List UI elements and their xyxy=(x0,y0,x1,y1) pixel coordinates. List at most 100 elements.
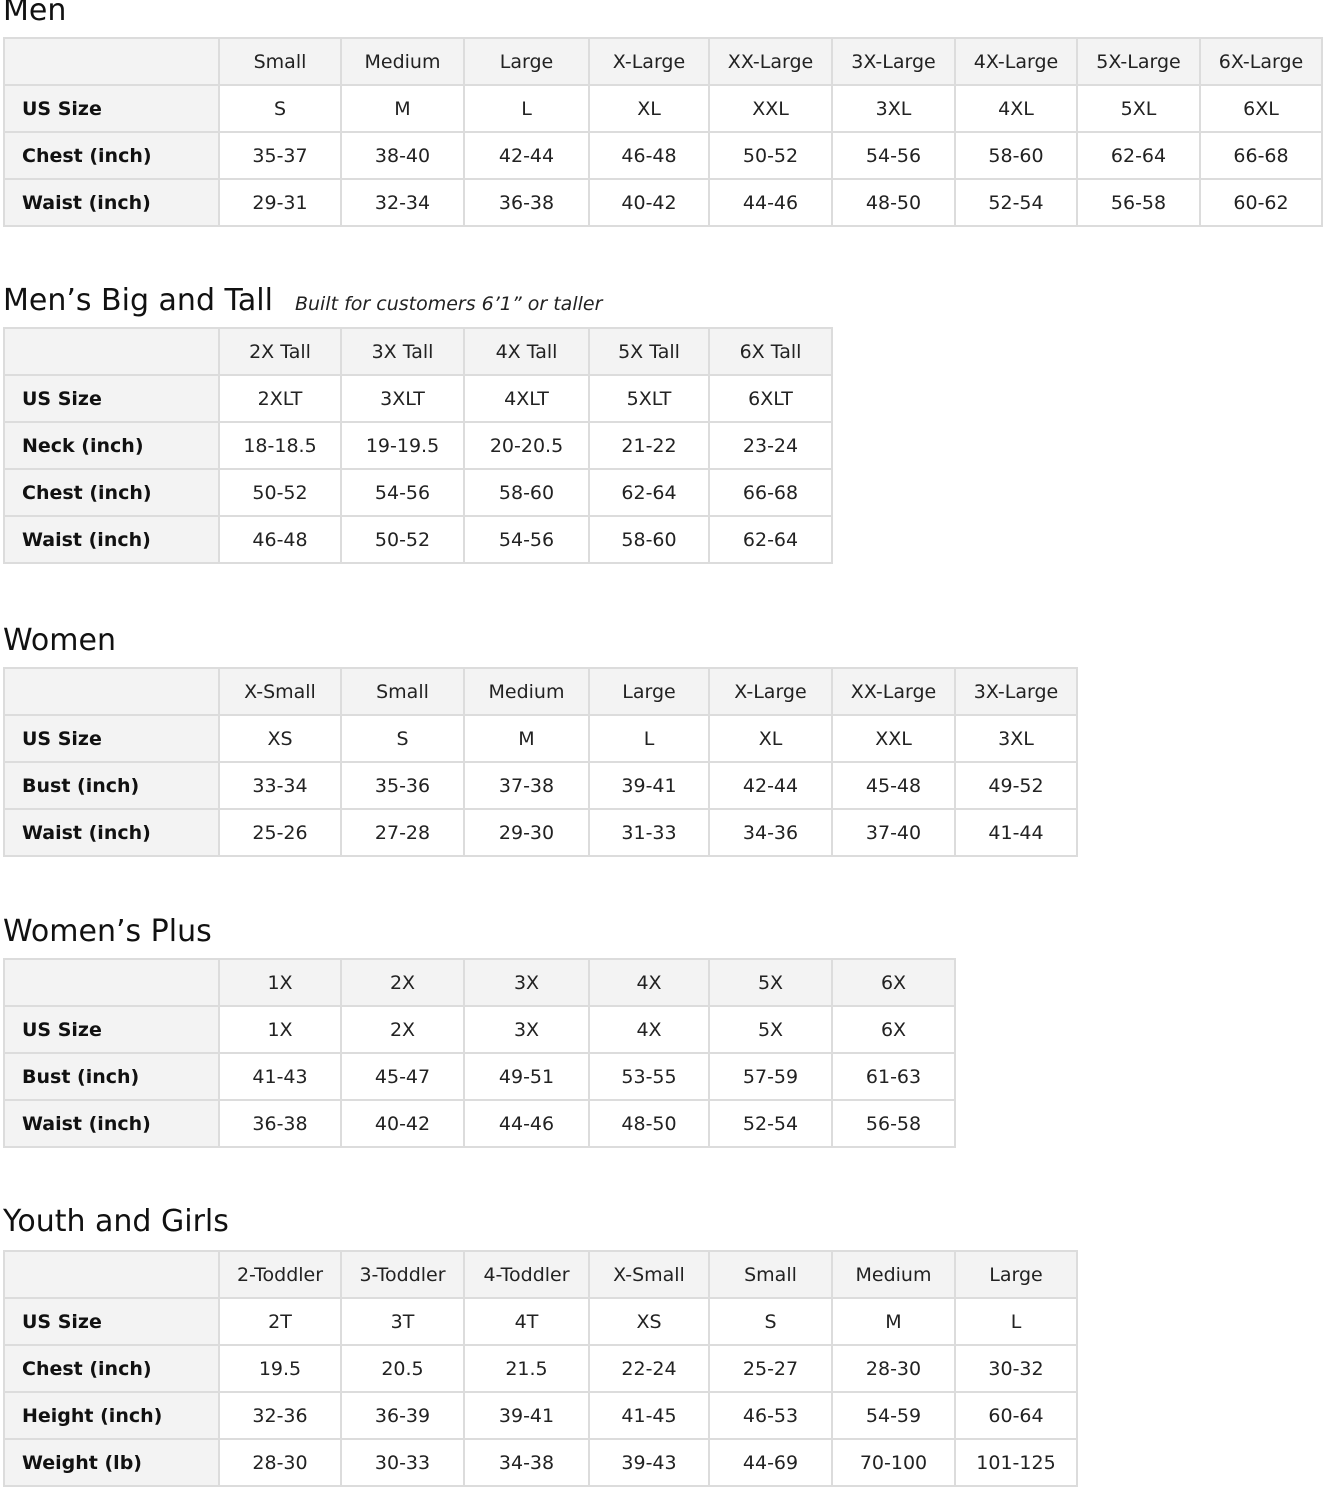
column-header: XX-Large xyxy=(831,667,956,716)
table-cell: 36-39 xyxy=(340,1391,465,1440)
table-cell: XS xyxy=(218,714,342,763)
table-cell: 4XL xyxy=(954,84,1078,133)
table-row: Waist (inch) 25-26 27-28 29-30 31-33 34-36 37-… xyxy=(3,808,1078,857)
table-cell: 3XLT xyxy=(340,374,465,423)
table-cell: S xyxy=(708,1297,833,1346)
table-cell: 20.5 xyxy=(340,1344,465,1393)
table-cell: 39-41 xyxy=(463,1391,590,1440)
header-row: 2-Toddler 3-Toddler 4-Toddler X-Small Small M… xyxy=(3,1250,1078,1299)
womens-plus-table: 1X 2X 3X 4X 5X 6X US Size 1X 2X 3X 4X 5X 6X Bust (inc… xyxy=(3,958,956,1148)
column-header: Small xyxy=(218,37,342,86)
table-cell: 3T xyxy=(340,1297,465,1346)
column-header: 5X Tall xyxy=(588,327,710,376)
table-cell: 40-42 xyxy=(340,1099,465,1148)
table-cell: 3X xyxy=(463,1005,590,1054)
table-cell: 2X xyxy=(340,1005,465,1054)
table-cell: 45-47 xyxy=(340,1052,465,1101)
table-cell: 39-43 xyxy=(588,1438,710,1487)
corner-cell xyxy=(3,1250,220,1299)
column-header: Medium xyxy=(340,37,465,86)
table-cell: 25-26 xyxy=(218,808,342,857)
table-cell: 4XLT xyxy=(463,374,590,423)
table-cell: 66-68 xyxy=(708,468,833,517)
table-cell: 36-38 xyxy=(463,178,590,227)
table-row: Bust (inch) 41-43 45-47 49-51 53-55 57-59 61-6… xyxy=(3,1052,956,1101)
row-label: Weight (lb) xyxy=(3,1438,220,1487)
table-cell: 28-30 xyxy=(218,1438,342,1487)
table-cell: 19.5 xyxy=(218,1344,342,1393)
row-label: US Size xyxy=(3,714,220,763)
section-subtitle: Built for customers 6’1” or taller xyxy=(294,293,603,315)
column-header: 3X-Large xyxy=(954,667,1078,716)
table-cell: 6XLT xyxy=(708,374,833,423)
table-cell: 35-36 xyxy=(340,761,465,810)
table-cell: 56-58 xyxy=(831,1099,956,1148)
header-row: 2X Tall 3X Tall 4X Tall 5X Tall 6X Tall xyxy=(3,327,833,376)
table-cell: L xyxy=(463,84,590,133)
table-cell: 66-68 xyxy=(1199,131,1323,180)
row-label: Chest (inch) xyxy=(3,131,220,180)
column-header: Small xyxy=(340,667,465,716)
row-label: Bust (inch) xyxy=(3,1052,220,1101)
table-row: Chest (inch) 19.5 20.5 21.5 22-24 25-27 28-30 3… xyxy=(3,1344,1078,1393)
table-row: Height (inch) 32-36 36-39 39-41 41-45 46-53 54… xyxy=(3,1391,1078,1440)
header-row: Small Medium Large X-Large XX-Large 3X-Large 4… xyxy=(3,37,1323,86)
column-header: XX-Large xyxy=(708,37,833,86)
table-cell: L xyxy=(588,714,710,763)
table-cell: 36-38 xyxy=(218,1099,342,1148)
section-title: Men xyxy=(3,0,67,28)
table-cell: 62-64 xyxy=(588,468,710,517)
row-label: Waist (inch) xyxy=(3,178,220,227)
section-title: Women xyxy=(3,623,116,658)
table-cell: XL xyxy=(588,84,710,133)
table-cell: 32-36 xyxy=(218,1391,342,1440)
header-row: 1X 2X 3X 4X 5X 6X xyxy=(3,958,956,1007)
header-row: X-Small Small Medium Large X-Large XX-Large 3X… xyxy=(3,667,1078,716)
youth-and-girls-title: Youth and Girls xyxy=(3,1207,229,1237)
table-cell: 45-48 xyxy=(831,761,956,810)
table-cell: 37-40 xyxy=(831,808,956,857)
table-cell: 54-56 xyxy=(831,131,956,180)
row-label: Chest (inch) xyxy=(3,468,220,517)
table-cell: 62-64 xyxy=(708,515,833,564)
column-header: 3X Tall xyxy=(340,327,465,376)
row-label: Chest (inch) xyxy=(3,1344,220,1393)
table-cell: 27-28 xyxy=(340,808,465,857)
table-cell: 21.5 xyxy=(463,1344,590,1393)
table-cell: 32-34 xyxy=(340,178,465,227)
column-header: 3X-Large xyxy=(831,37,956,86)
women-title: Women xyxy=(3,626,116,656)
table-cell: 60-62 xyxy=(1199,178,1323,227)
table-cell: 28-30 xyxy=(831,1344,956,1393)
row-label: Waist (inch) xyxy=(3,515,220,564)
table-cell: 29-30 xyxy=(463,808,590,857)
table-cell: 46-53 xyxy=(708,1391,833,1440)
table-cell: 54-59 xyxy=(831,1391,956,1440)
table-cell: 30-32 xyxy=(954,1344,1078,1393)
table-cell: 101-125 xyxy=(954,1438,1078,1487)
women-table: X-Small Small Medium Large X-Large XX-Large 3X… xyxy=(3,667,1078,857)
table-cell: 1X xyxy=(218,1005,342,1054)
section-title: Youth and Girls xyxy=(3,1204,229,1239)
corner-cell xyxy=(3,958,220,1007)
column-header: 5X-Large xyxy=(1076,37,1201,86)
table-cell: S xyxy=(340,714,465,763)
table-cell: 34-38 xyxy=(463,1438,590,1487)
table-cell: 38-40 xyxy=(340,131,465,180)
column-header: Small xyxy=(708,1250,833,1299)
table-cell: 4X xyxy=(588,1005,710,1054)
table-cell: 70-100 xyxy=(831,1438,956,1487)
table-cell: 42-44 xyxy=(463,131,590,180)
table-cell: XS xyxy=(588,1297,710,1346)
table-cell: 4T xyxy=(463,1297,590,1346)
table-row: US Size 2XLT 3XLT 4XLT 5XLT 6XLT xyxy=(3,374,833,423)
column-header: 6X xyxy=(831,958,956,1007)
table-cell: 60-64 xyxy=(954,1391,1078,1440)
row-label: US Size xyxy=(3,1297,220,1346)
section-title: Men’s Big and Tall xyxy=(3,283,273,318)
table-row: Weight (lb) 28-30 30-33 34-38 39-43 44-69 70-1… xyxy=(3,1438,1078,1487)
table-cell: M xyxy=(340,84,465,133)
table-cell: 25-27 xyxy=(708,1344,833,1393)
column-header: 5X xyxy=(708,958,833,1007)
table-cell: 23-24 xyxy=(708,421,833,470)
